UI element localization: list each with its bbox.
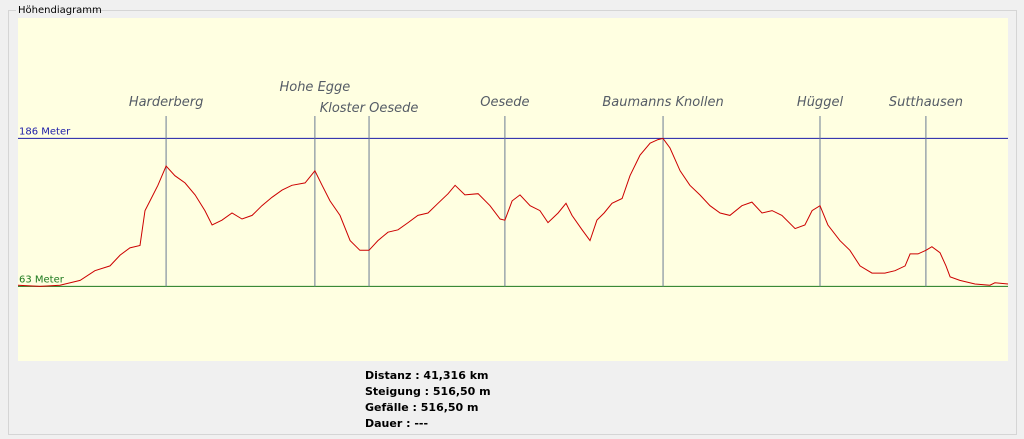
plot-area: [18, 18, 1008, 361]
summary-line: Distanz : 41,316 km: [365, 369, 488, 382]
landmark-label: Hüggel: [797, 95, 844, 110]
landmark-label: Hohe Egge: [279, 80, 350, 95]
group-title: Höhendiagramm: [18, 5, 102, 16]
reference-label: 63 Meter: [19, 274, 65, 285]
group-title-bg: [16, 5, 76, 17]
landmark-label: Kloster Oesede: [320, 101, 419, 116]
landmark-label: Sutthausen: [889, 95, 963, 110]
summary-line: Gefälle : 516,50 m: [365, 401, 479, 414]
landmark-label: Baumanns Knollen: [602, 95, 723, 110]
landmark-label: Oesede: [480, 95, 529, 110]
summary-line: Steigung : 516,50 m: [365, 385, 491, 398]
group-box: [8, 10, 1017, 435]
summary-line: Dauer : ---: [365, 417, 428, 430]
reference-label: 186 Meter: [19, 126, 71, 137]
landmark-label: Harderberg: [129, 95, 204, 110]
elevation-line: [17, 137, 1009, 287]
